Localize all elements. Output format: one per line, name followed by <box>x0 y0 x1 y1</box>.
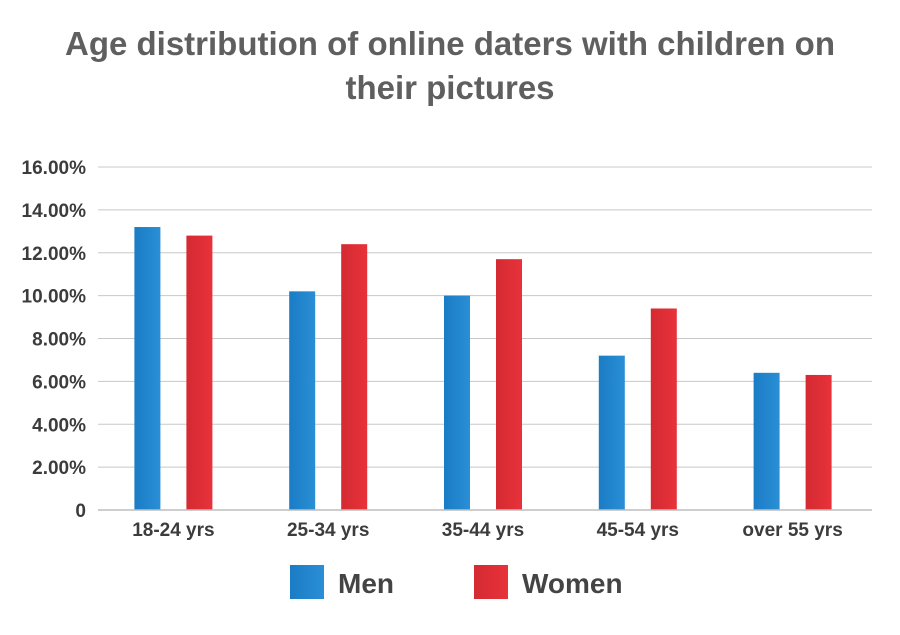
y-tick-label: 2.00% <box>32 458 86 479</box>
x-tick-label: 35-44 yrs <box>442 520 524 541</box>
y-tick-label: 8.00% <box>32 330 86 351</box>
y-tick-label: 16.00% <box>22 158 87 179</box>
bar-women-1 <box>341 244 368 511</box>
y-tick-label: 12.00% <box>22 244 87 265</box>
chart-title: Age distribution of online daters with c… <box>0 22 900 110</box>
bar-men-3 <box>598 355 625 510</box>
y-tick-label: 4.00% <box>32 415 86 436</box>
legend-label-men: Men <box>338 568 394 599</box>
gridlines <box>98 166 872 468</box>
x-tick-label: 25-34 yrs <box>287 520 369 541</box>
bar-women-0 <box>186 235 213 510</box>
x-tick-label: 45-54 yrs <box>597 520 679 541</box>
y-tick-label: 10.00% <box>22 287 87 308</box>
bar-chart: 0 2.00% 4.00% 6.00% 8.00% 10.00% 12.00% 14.00% 1… <box>22 158 872 541</box>
legend-label-women: Women <box>522 568 623 599</box>
legend-swatch-women <box>474 565 508 599</box>
bar-women-3 <box>650 308 677 510</box>
bar-men-4 <box>753 372 780 510</box>
chart-title-line-1: Age distribution of online daters with c… <box>64 25 835 62</box>
bar-women-4 <box>805 374 832 510</box>
x-axis-tick-labels: 18-24 yrs 25-34 yrs 35-44 yrs 45-54 yrs over… <box>132 520 843 541</box>
y-tick-label: 14.00% <box>22 201 87 222</box>
chart-title-line-2: their pictures <box>345 69 555 106</box>
legend-swatch-men <box>290 565 324 599</box>
y-tick-label: 0 <box>75 501 86 522</box>
bar-women-2 <box>496 259 522 510</box>
bar-men-2 <box>444 295 470 510</box>
x-tick-label: over 55 yrs <box>742 520 842 541</box>
bars <box>134 227 832 511</box>
y-tick-label: 6.00% <box>32 372 86 393</box>
x-tick-label: 18-24 yrs <box>132 520 214 541</box>
bar-men-0 <box>134 227 161 510</box>
bar-men-1 <box>289 291 316 510</box>
y-axis-tick-labels: 0 2.00% 4.00% 6.00% 8.00% 10.00% 12.00% 14.00% 1… <box>22 158 87 522</box>
legend: Men Women <box>0 565 900 615</box>
